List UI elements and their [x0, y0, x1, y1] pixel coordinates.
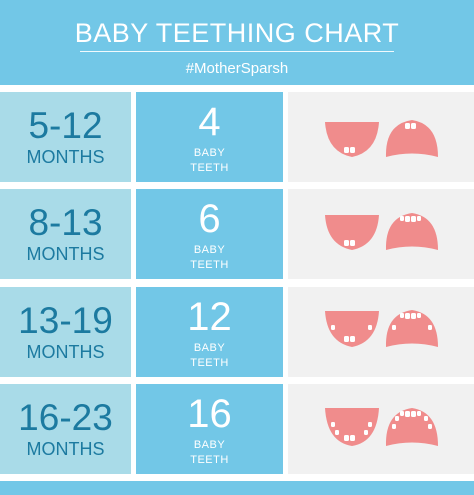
mouth-cell: [288, 189, 474, 279]
lower-jaw-icon: [325, 122, 379, 157]
row-8-13-months: 8-13 MONTHS 6 BABY TEETH: [0, 189, 474, 279]
teeth-label-teeth: TEETH: [190, 259, 229, 271]
age-range: 16-23: [18, 397, 113, 438]
upper-jaw-icon: [385, 310, 438, 347]
teeth-label-baby: BABY: [193, 244, 226, 256]
footer-bar: [0, 481, 474, 495]
age-unit: MONTHS: [26, 244, 105, 264]
age-unit: MONTHS: [26, 439, 105, 459]
title-divider: [80, 51, 394, 52]
mouth-cell: [288, 384, 474, 474]
teeth-label-teeth: TEETH: [190, 454, 229, 466]
age-cell: 5-12 MONTHS: [0, 92, 131, 182]
age-unit: MONTHS: [26, 147, 105, 167]
teeth-count: 4: [198, 100, 221, 144]
row-13-19-months: 13-19 MONTHS 12 BABY TEETH: [0, 287, 474, 377]
teeth-label-teeth: TEETH: [190, 162, 229, 174]
age-cell: 8-13 MONTHS: [0, 189, 131, 279]
row-5-12-months: 5-12 MONTHS 4 BABY TEETH: [0, 92, 474, 182]
teeth-count-cell: 4 BABY TEETH: [136, 92, 283, 182]
teeth-count-cell: 6 BABY TEETH: [136, 189, 283, 279]
chart-title: BABY TEETHING CHART: [74, 18, 400, 48]
mouth-illustration: [325, 408, 438, 446]
upper-jaw-icon: [385, 213, 438, 250]
mouth-illustration: [325, 120, 438, 157]
teeth-count-cell: 16 BABY TEETH: [136, 384, 283, 474]
upper-jaw-icon: [385, 120, 438, 157]
age-range: 5-12: [28, 105, 103, 146]
teeth-label-teeth: TEETH: [190, 357, 229, 369]
teeth-count-cell: 12 BABY TEETH: [136, 287, 283, 377]
teeth-count: 12: [187, 295, 232, 339]
teeth-label-baby: BABY: [193, 439, 226, 451]
age-range: 13-19: [18, 300, 113, 341]
age-unit: MONTHS: [26, 342, 105, 362]
teeth-count: 6: [198, 197, 221, 241]
mouth-illustration: [325, 310, 438, 347]
mouth-illustration: [325, 213, 438, 250]
mouth-cell: [288, 287, 474, 377]
upper-jaw-icon: [385, 408, 438, 446]
chart-hashtag: #MotherSparsh: [185, 60, 289, 77]
lower-jaw-icon: [325, 215, 379, 250]
teeth-count: 16: [187, 392, 232, 436]
row-16-23-months: 16-23 MONTHS 16 BABY TEETH: [0, 384, 474, 474]
mouth-cell: [288, 92, 474, 182]
lower-jaw-icon: [325, 311, 379, 347]
age-range: 8-13: [28, 202, 103, 243]
lower-jaw-icon: [325, 408, 379, 446]
age-cell: 13-19 MONTHS: [0, 287, 131, 377]
chart-header: BABY TEETHING CHART #MotherSparsh: [0, 0, 474, 85]
age-cell: 16-23 MONTHS: [0, 384, 131, 474]
teeth-label-baby: BABY: [193, 342, 226, 354]
teeth-label-baby: BABY: [193, 147, 226, 159]
